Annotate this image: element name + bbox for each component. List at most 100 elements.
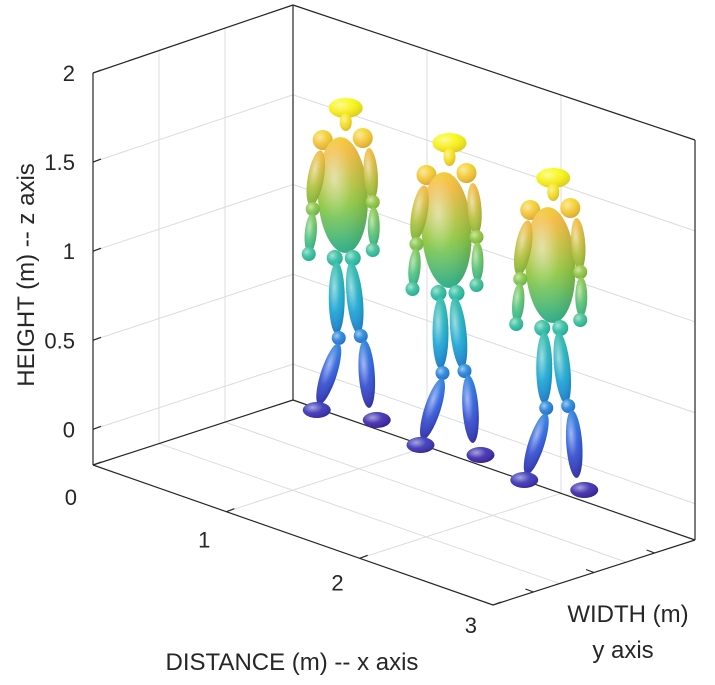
figure-shin-left-shine bbox=[316, 343, 342, 405]
x-tick-label: 0 bbox=[65, 485, 77, 510]
y-floor-grid-line bbox=[224, 421, 627, 563]
z-tick-mark bbox=[92, 69, 102, 74]
x-axis-label: DISTANCE (m) -- x axis bbox=[166, 649, 419, 676]
figure-forearm-left-shine bbox=[304, 213, 317, 253]
x-tick-mark bbox=[226, 508, 235, 513]
figure-hand-right-shine bbox=[365, 243, 380, 257]
figure-shoulder-left-shine bbox=[416, 165, 437, 185]
z-tick-mark bbox=[92, 247, 102, 252]
figure-knee-right-shine bbox=[457, 364, 472, 378]
figure-shoulder-left-shine bbox=[520, 200, 541, 220]
figure-forearm-left-shine bbox=[512, 283, 525, 323]
figure-elbow-left-shine bbox=[409, 237, 424, 251]
z-tick-label: 1 bbox=[63, 239, 75, 264]
figure-elbow-right-shine bbox=[365, 195, 380, 209]
x-floor-grid-line bbox=[359, 492, 562, 559]
box-edge-top-left bbox=[92, 4, 294, 74]
z-grid-line bbox=[92, 363, 696, 505]
figure-shin-right-shine bbox=[358, 340, 376, 408]
x-tick-label: 2 bbox=[331, 570, 343, 595]
figure-hip-left-shine bbox=[534, 320, 551, 336]
front-box-edges bbox=[92, 69, 696, 606]
figure-torso-shine bbox=[421, 172, 472, 288]
figure-hip-left-shine bbox=[430, 285, 447, 301]
figure-hip-right-shine bbox=[448, 285, 465, 301]
y-tick-mark bbox=[646, 549, 655, 554]
figure-thigh-left-shine bbox=[328, 262, 345, 334]
figure-elbow-right-shine bbox=[469, 230, 484, 244]
z-grid-line bbox=[92, 273, 696, 414]
figure-shin-right-shine bbox=[565, 410, 583, 478]
figure-torso-shine bbox=[317, 137, 368, 253]
figure-hand-left-shine bbox=[301, 247, 316, 261]
figure-hip-right-shine bbox=[344, 250, 361, 266]
z-tick-label: 2 bbox=[63, 61, 75, 86]
figure-head-shine bbox=[432, 133, 467, 153]
figure-hip-right-shine bbox=[552, 320, 569, 336]
z-tick-label: 0.5 bbox=[44, 328, 75, 353]
walking-figure bbox=[405, 133, 495, 463]
figure-upper-arm-right-shine bbox=[467, 183, 482, 235]
box-edge-floor-back-right bbox=[292, 399, 696, 541]
x-floor-grid-line bbox=[226, 446, 428, 513]
figure-shoulder-right-shine bbox=[560, 198, 581, 218]
figure-hand-left-shine bbox=[509, 317, 524, 331]
figures-layer bbox=[301, 98, 599, 498]
x-tick-label: 3 bbox=[465, 613, 477, 638]
figure-foot-left-shine bbox=[302, 402, 331, 418]
figure-shin-left-shine bbox=[420, 378, 445, 440]
figure-thigh-right-shine bbox=[449, 297, 468, 369]
z-tick-label: 0 bbox=[63, 417, 75, 442]
figure-foot-left-shine bbox=[510, 472, 539, 488]
figure-knee-right-shine bbox=[561, 399, 576, 413]
figure-elbow-left-shine bbox=[305, 202, 320, 216]
figure-forearm-right-shine bbox=[367, 207, 380, 247]
x-tick-label: 1 bbox=[198, 528, 210, 553]
figure-knee-right-shine bbox=[353, 329, 368, 343]
figure-elbow-left-shine bbox=[513, 272, 528, 286]
walking-figure bbox=[301, 98, 391, 428]
figure-knee-left-shine bbox=[435, 366, 450, 380]
figure-thigh-right-shine bbox=[553, 332, 572, 404]
z-axis-label: HEIGHT (m) -- z axis bbox=[13, 163, 40, 387]
figure-foot-right-shine bbox=[570, 482, 599, 498]
figure-hand-right-shine bbox=[469, 278, 484, 292]
figure-elbow-right-shine bbox=[573, 265, 588, 279]
figure-thigh-left-shine bbox=[536, 332, 553, 404]
figure-head-shine bbox=[328, 98, 363, 118]
figure-head-shine bbox=[536, 168, 571, 188]
figure-shoulder-right-shine bbox=[456, 163, 477, 183]
figure-forearm-right-shine bbox=[575, 277, 588, 317]
figure-upper-arm-left-shine bbox=[410, 185, 429, 241]
figure-shoulder-right-shine bbox=[352, 128, 373, 148]
y-tick-mark bbox=[525, 588, 534, 593]
figure-thigh-left-shine bbox=[432, 297, 449, 369]
box-edge-floor-back-left bbox=[92, 399, 294, 466]
y-axis-label-line-2: y axis bbox=[592, 637, 653, 664]
figure-foot-right-shine bbox=[362, 412, 391, 428]
figure-hand-right-shine bbox=[573, 313, 588, 327]
figure-upper-arm-right-shine bbox=[571, 218, 586, 270]
y-axis-label-line-1: WIDTH (m) bbox=[567, 601, 688, 628]
x-tick-mark bbox=[92, 461, 102, 466]
walking-figure bbox=[509, 168, 599, 498]
figure-shoulder-left-shine bbox=[312, 130, 333, 150]
figure-upper-arm-left-shine bbox=[306, 150, 326, 206]
z-tick-mark bbox=[92, 336, 102, 341]
figure-neck-shine bbox=[339, 113, 352, 131]
figure-neck-shine bbox=[443, 148, 456, 166]
figure-shin-right-shine bbox=[462, 375, 479, 443]
z-grid-line bbox=[92, 4, 696, 141]
z-grid-line bbox=[92, 94, 696, 232]
z-tick-mark bbox=[92, 158, 102, 163]
figure-foot-right-shine bbox=[466, 447, 495, 463]
z-tick-mark bbox=[92, 425, 102, 430]
figure-thigh-right-shine bbox=[345, 262, 364, 334]
figure-upper-arm-right-shine bbox=[363, 148, 378, 200]
figure-hand-left-shine bbox=[405, 282, 420, 296]
figure-upper-arm-left-shine bbox=[513, 220, 533, 276]
figure-shin-left-shine bbox=[523, 413, 549, 475]
z-tick-label: 1.5 bbox=[44, 150, 75, 175]
figure-knee-left-shine bbox=[331, 331, 346, 345]
